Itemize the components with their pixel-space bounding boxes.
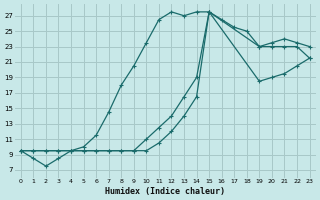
X-axis label: Humidex (Indice chaleur): Humidex (Indice chaleur) bbox=[105, 187, 225, 196]
